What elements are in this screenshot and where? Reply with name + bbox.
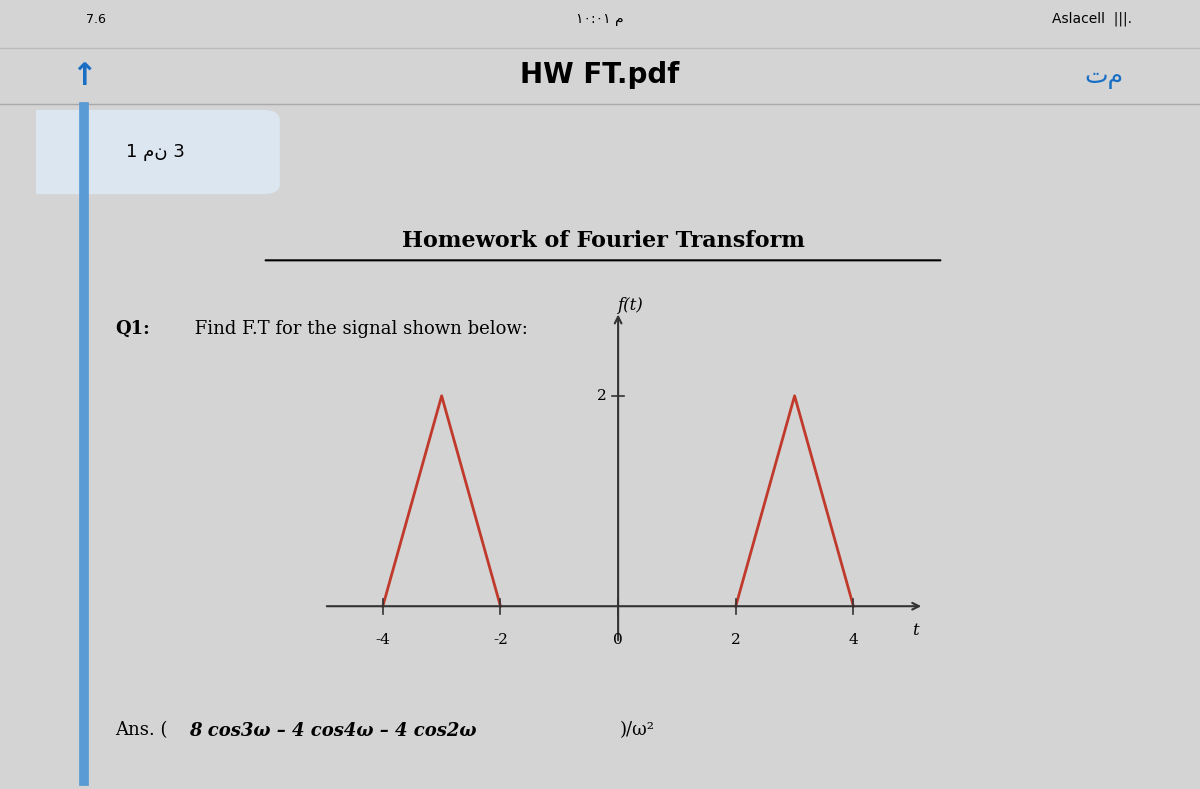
Text: 1 من 3: 1 من 3 — [126, 143, 185, 161]
FancyBboxPatch shape — [19, 110, 280, 194]
Text: Find F.T for the signal shown below:: Find F.T for the signal shown below: — [190, 320, 528, 338]
Text: 8 cos3ω – 4 cos4ω – 4 cos2ω: 8 cos3ω – 4 cos4ω – 4 cos2ω — [190, 721, 476, 739]
Text: -2: -2 — [493, 633, 508, 646]
Text: ↑: ↑ — [71, 62, 97, 92]
Text: Aslacell  |||.: Aslacell |||. — [1052, 12, 1132, 26]
Text: )/ω²: )/ω² — [620, 721, 655, 739]
Text: 2: 2 — [731, 633, 740, 646]
Text: ١٠:٠١ م: ١٠:٠١ م — [576, 12, 624, 26]
Text: t: t — [912, 622, 918, 639]
Text: 0: 0 — [613, 633, 623, 646]
Text: 7.6: 7.6 — [86, 13, 106, 26]
Text: تم: تم — [1085, 65, 1123, 88]
Text: Q1:: Q1: — [115, 320, 150, 338]
Text: HW FT.pdf: HW FT.pdf — [521, 61, 679, 88]
Text: f(t): f(t) — [617, 297, 643, 314]
Text: Ans. (: Ans. ( — [115, 721, 168, 739]
Text: 4: 4 — [848, 633, 858, 646]
Text: -4: -4 — [376, 633, 390, 646]
Text: Homework of Fourier Transform: Homework of Fourier Transform — [402, 230, 804, 252]
Text: 2: 2 — [596, 389, 606, 403]
